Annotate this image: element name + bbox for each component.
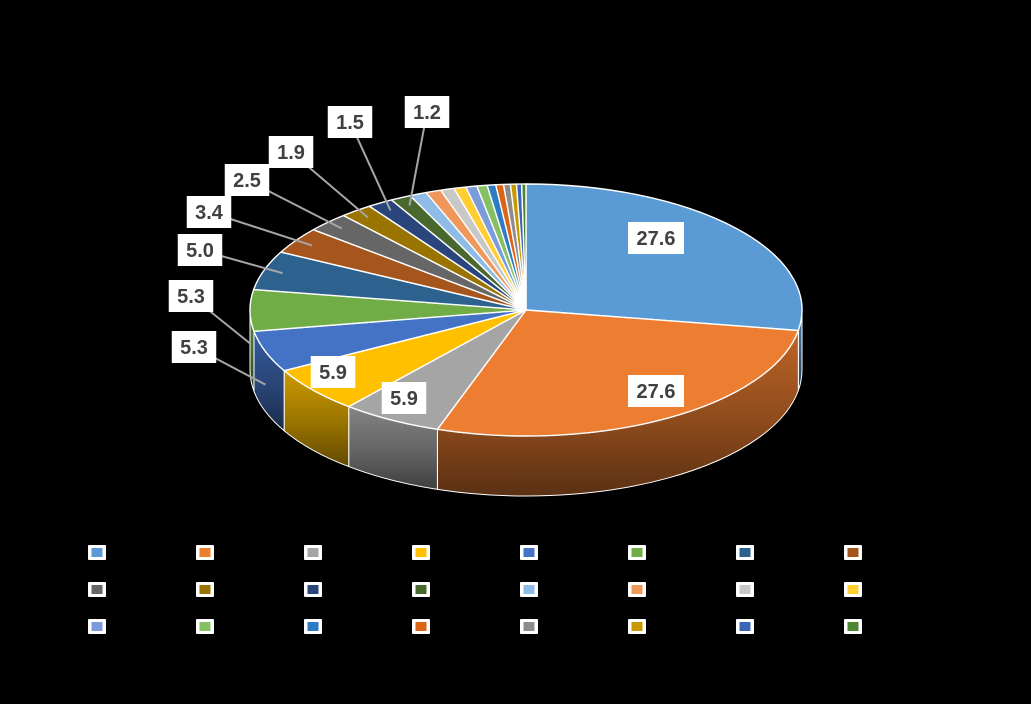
data-label-text: 5.9: [390, 388, 418, 410]
legend-item: [304, 619, 322, 634]
data-labels: 27.6 27.6 5.9 5.9 5.3 5.3 5.0 3.4 2.5 1.9 1.5 1.2: [168, 96, 684, 414]
legend-item: [520, 545, 538, 560]
legend-item: [736, 545, 754, 560]
data-label-text: 5.3: [177, 286, 205, 308]
data-label-text: 5.3: [180, 337, 208, 359]
legend-swatch-color: [199, 548, 211, 557]
data-label-text: 1.9: [277, 142, 305, 164]
legend-swatch-color: [847, 548, 859, 557]
legend-item: [628, 582, 646, 597]
data-label-text: 2.5: [233, 170, 261, 192]
legend-item: [304, 582, 322, 597]
legend-item: [736, 619, 754, 634]
data-label-box: [327, 106, 373, 138]
legend-item: [844, 619, 862, 634]
legend-item: [412, 619, 430, 634]
legend-swatch-color: [91, 548, 103, 557]
legend-swatch-color: [415, 548, 427, 557]
legend-item: [736, 582, 754, 597]
legend-swatch-color: [739, 622, 751, 631]
data-label-box: [628, 222, 684, 254]
legend-swatch-color: [199, 585, 211, 594]
legend-item: [520, 619, 538, 634]
legend-swatch-color: [847, 585, 859, 594]
data-label-box: [628, 375, 684, 407]
legend-swatch-color: [199, 622, 211, 631]
legend-swatch-color: [91, 622, 103, 631]
legend-swatch-color: [415, 622, 427, 631]
legend-swatch-color: [307, 548, 319, 557]
pie-slice: [520, 183, 527, 311]
legend-item: [844, 545, 862, 560]
legend-item: [88, 619, 106, 634]
data-label-text: 27.6: [637, 228, 676, 250]
data-label-text: 27.6: [637, 381, 676, 403]
legend-item: [304, 545, 322, 560]
data-label-box: [310, 356, 356, 388]
legend-item: [412, 582, 430, 597]
legend-swatch-color: [523, 622, 535, 631]
legend-item: [196, 619, 214, 634]
data-label-box: [404, 96, 450, 128]
legend-item: [88, 545, 106, 560]
legend-swatch-color: [739, 548, 751, 557]
data-label-box: [186, 196, 232, 228]
legend-swatch-color: [631, 585, 643, 594]
legend-item: [628, 619, 646, 634]
data-label-text: 5.0: [186, 240, 214, 262]
data-label-box: [381, 382, 427, 414]
data-label-text: 1.5: [336, 112, 364, 134]
pie-slice: [436, 309, 800, 437]
legend-item: [628, 545, 646, 560]
legend-item: [412, 545, 430, 560]
data-label-box: [268, 136, 314, 168]
legend-swatch-color: [739, 585, 751, 594]
data-label-box: [168, 280, 214, 312]
legend-swatch-color: [307, 585, 319, 594]
legend-swatch-color: [523, 585, 535, 594]
pie-tops: [249, 183, 803, 437]
legend-item: [520, 582, 538, 597]
data-label-box: [171, 331, 217, 363]
legend: [88, 545, 862, 634]
pie-slice: [525, 183, 803, 332]
data-label-box: [224, 164, 270, 196]
legend-swatch-color: [91, 585, 103, 594]
legend-item: [844, 582, 862, 597]
data-label-text: 5.9: [319, 362, 347, 384]
data-label-box: [177, 234, 223, 266]
legend-swatch-color: [631, 548, 643, 557]
legend-swatch-color: [415, 585, 427, 594]
legend-swatch-color: [523, 548, 535, 557]
legend-item: [196, 545, 214, 560]
pie-sides: [249, 309, 803, 497]
legend-item: [196, 582, 214, 597]
legend-swatch-color: [307, 622, 319, 631]
data-label-text: 3.4: [195, 202, 224, 224]
legend-swatch-color: [631, 622, 643, 631]
legend-item: [88, 582, 106, 597]
data-label-text: 1.2: [413, 102, 441, 124]
legend-swatch-color: [847, 622, 859, 631]
